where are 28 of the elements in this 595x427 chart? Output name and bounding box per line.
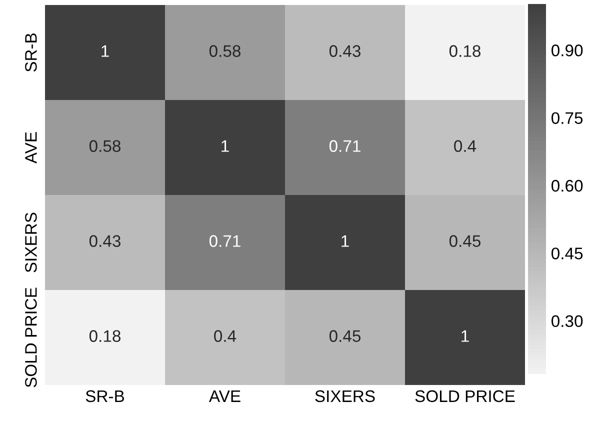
data-label: 0.43 — [329, 45, 360, 57]
x-tick-label: AVE — [208, 390, 240, 402]
data-label: 0.45 — [329, 330, 361, 342]
data-label: 0.43 — [89, 235, 120, 247]
data-label: 0.4 — [454, 140, 476, 152]
x-tick-label: SIXERS — [315, 390, 375, 402]
color-bar-label: 0.75 — [552, 112, 583, 124]
x-tick-label: SR-B — [86, 390, 124, 402]
data-label: 1 — [222, 140, 229, 152]
data-label: 0.71 — [329, 140, 360, 152]
data-label: 0.18 — [89, 330, 120, 342]
data-label: 1 — [102, 45, 109, 57]
data-label: 0.71 — [209, 235, 240, 247]
data-label: 0.58 — [89, 140, 120, 152]
data-label: 0.58 — [209, 45, 240, 57]
color-bar-label: 0.90 — [552, 44, 583, 56]
y-tick-label: SIXERS — [25, 212, 37, 272]
data-label: 1 — [462, 330, 469, 342]
color-bar-label: 0.45 — [552, 248, 583, 260]
x-tick-label: SOLD PRICE — [415, 390, 515, 402]
y-tick-label: SR-B — [25, 33, 37, 72]
data-label: 0.45 — [449, 235, 481, 247]
color-bar-label: 0.30 — [552, 315, 583, 328]
data-label: 0.18 — [449, 45, 480, 57]
data-label: 0.4 — [214, 330, 236, 342]
color-bar-label: 0.60 — [552, 180, 583, 192]
data-label: 1 — [342, 235, 349, 247]
y-tick-label: AVE — [25, 132, 37, 164]
